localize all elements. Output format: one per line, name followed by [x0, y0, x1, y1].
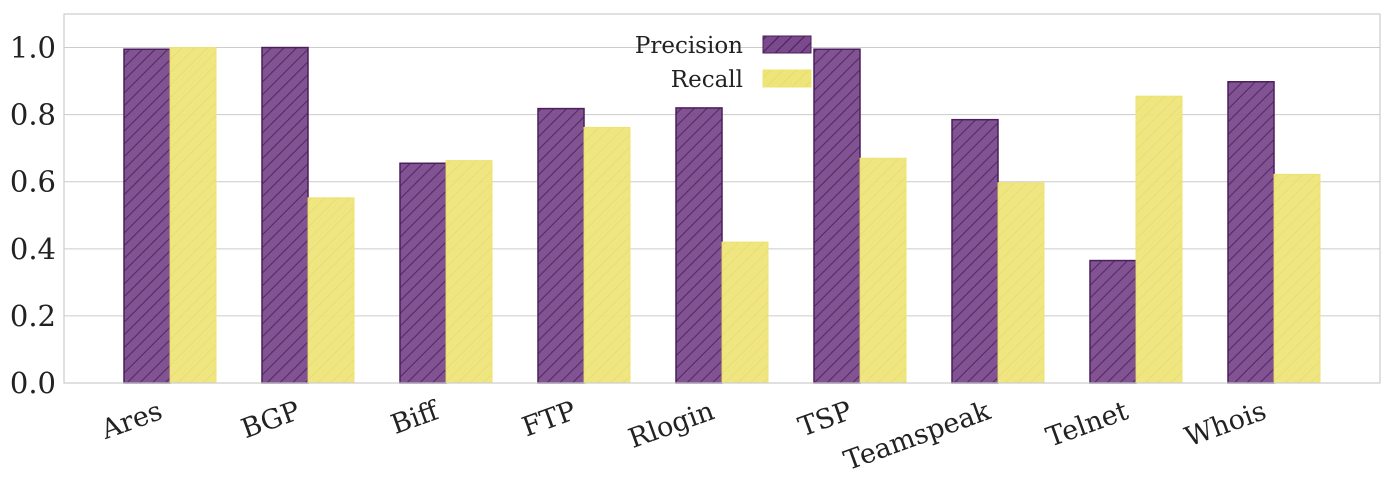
y-tick-label: 0.8 [10, 98, 56, 132]
y-tick-label: 1.0 [10, 31, 56, 65]
y-tick-label: 0.6 [10, 165, 56, 199]
bar-precision [537, 107, 585, 384]
legend-swatch-recall [762, 69, 812, 88]
bars [123, 46, 1321, 384]
bar-recall [445, 160, 493, 384]
y-tick-label: 0.2 [10, 299, 56, 333]
bar-precision [675, 107, 723, 384]
legend: Precision Recall [635, 33, 812, 93]
y-tick-label: 0.0 [10, 366, 56, 400]
plot-frame [63, 13, 1381, 384]
x-tick-label: BGP [237, 395, 304, 445]
x-tick-label: TSP [794, 395, 856, 443]
bar-precision [261, 46, 309, 384]
x-tick-label: Ares [96, 395, 166, 446]
bar-recall [859, 157, 907, 384]
bar-precision [1089, 259, 1137, 384]
bar-recall [997, 182, 1045, 384]
legend-swatch-precision [762, 35, 812, 54]
bar-precision [813, 48, 861, 384]
legend-label-precision: Precision [635, 33, 743, 59]
bar-recall [1273, 173, 1321, 384]
bar-recall [721, 241, 769, 384]
x-tick-label: Rlogin [625, 395, 719, 454]
y-tick-label: 0.4 [10, 232, 56, 266]
bar-precision [1227, 81, 1275, 384]
x-tick-label: Teamspeak [840, 395, 995, 477]
bar-recall [169, 47, 217, 384]
x-tick-label: Biff [387, 395, 444, 441]
x-tick-label: FTP [518, 395, 580, 443]
legend-label-recall: Recall [671, 67, 743, 93]
bar-precision [399, 162, 447, 384]
y-axis-ticks: 0.0 0.2 0.4 0.6 0.8 1.0 [10, 31, 56, 400]
x-tick-label: Whois [1181, 395, 1270, 453]
x-tick-label: Telnet [1042, 395, 1132, 453]
bar-recall [307, 197, 355, 384]
bar-recall [583, 126, 631, 384]
bar-precision [951, 118, 999, 384]
bar-recall [1135, 95, 1183, 384]
bar-precision [123, 48, 171, 384]
